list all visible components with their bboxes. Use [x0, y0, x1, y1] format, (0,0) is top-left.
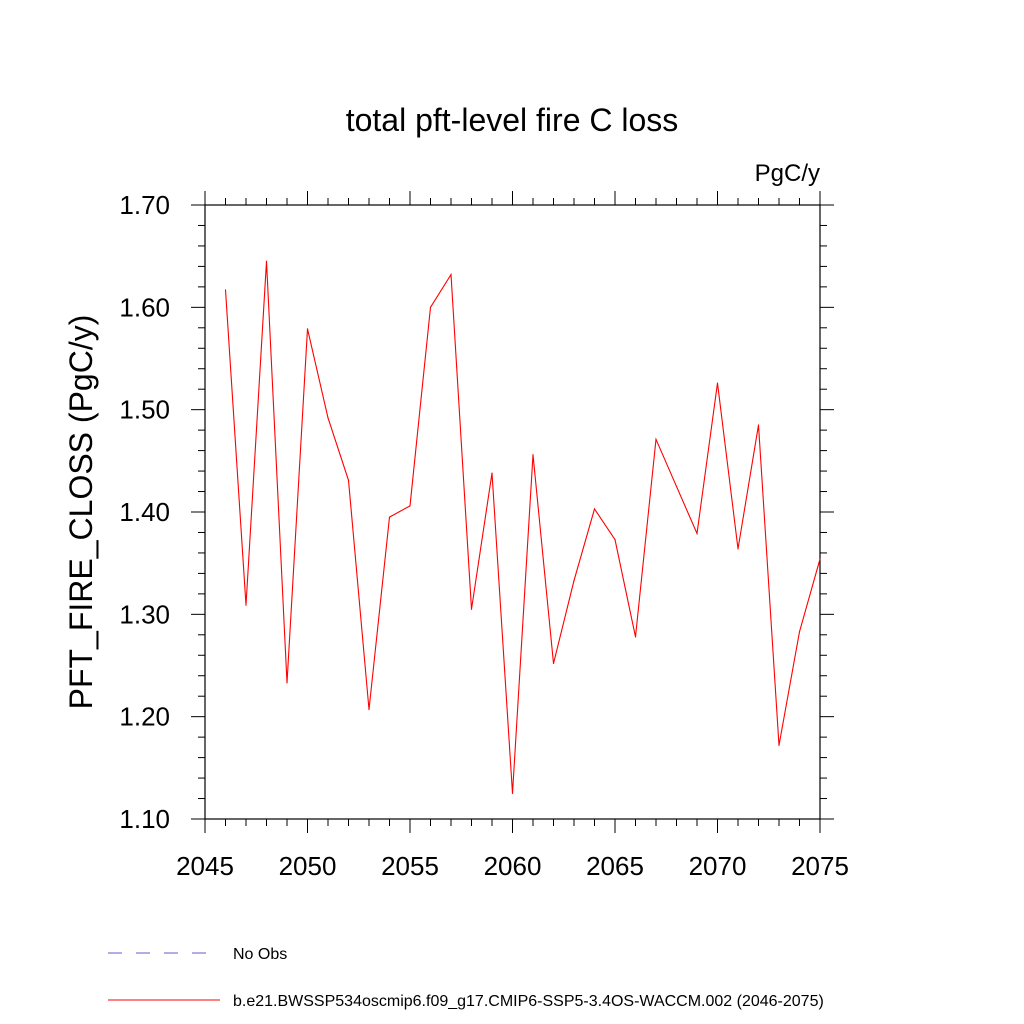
data-point [265, 260, 268, 262]
y-tick-label: 1.30 [119, 599, 170, 629]
y-tick-label: 1.10 [119, 804, 170, 834]
y-tick-labels: 1.10 1.20 1.30 1.40 1.50 1.60 1.70 [119, 190, 170, 834]
x-tick-label: 2050 [279, 851, 337, 881]
data-point [819, 558, 821, 560]
data-point [286, 682, 288, 684]
data-point [347, 479, 350, 481]
data-point [532, 454, 534, 456]
data-point [634, 636, 637, 638]
units-label: PgC/y [755, 160, 820, 187]
series-line-0 [224, 261, 821, 794]
data-point [593, 508, 596, 510]
data-point [552, 662, 555, 665]
y-axis-label: PFT_FIRE_CLOSS (PgC/y) [63, 315, 99, 710]
data-point [696, 532, 698, 535]
axis-ticks [191, 191, 834, 833]
y-tick-label: 1.40 [119, 497, 170, 527]
x-tick-labels: 2045 2050 2055 2060 2065 2070 2075 [176, 851, 849, 881]
data-point [409, 505, 411, 507]
data-point [757, 424, 760, 426]
data-point [327, 417, 329, 419]
x-tick-label: 2060 [484, 851, 542, 881]
data-point [224, 289, 227, 291]
y-tick-label: 1.70 [119, 190, 170, 220]
data-point [429, 306, 432, 308]
data-point [798, 631, 801, 633]
x-tick-label: 2075 [791, 851, 849, 881]
x-tick-label: 2045 [176, 851, 234, 881]
data-point [614, 539, 616, 541]
data-point [573, 579, 575, 582]
y-tick-label: 1.20 [119, 702, 170, 732]
data-point [306, 328, 309, 330]
chart-title: total pft-level fire C loss [346, 102, 679, 138]
data-point [368, 708, 370, 711]
series-group [224, 260, 821, 795]
legend-label-model: b.e21.BWSSP534oscmip6.f09_g17.CMIP6-SSP5… [233, 993, 824, 1010]
x-tick-label: 2065 [586, 851, 644, 881]
data-point [675, 485, 678, 488]
x-tick-label: 2070 [689, 851, 747, 881]
y-tick-label: 1.50 [119, 395, 170, 425]
data-point [511, 792, 514, 795]
x-tick-label: 2055 [381, 851, 439, 881]
data-point [737, 548, 739, 550]
data-point [450, 273, 452, 276]
data-point [716, 382, 719, 384]
data-point [778, 744, 780, 746]
data-point [491, 472, 493, 474]
data-point [655, 438, 657, 440]
data-point [470, 608, 473, 610]
data-point [388, 516, 391, 518]
y-tick-label: 1.60 [119, 292, 170, 322]
legend-label-no-obs: No Obs [233, 946, 287, 963]
data-point [245, 604, 247, 606]
